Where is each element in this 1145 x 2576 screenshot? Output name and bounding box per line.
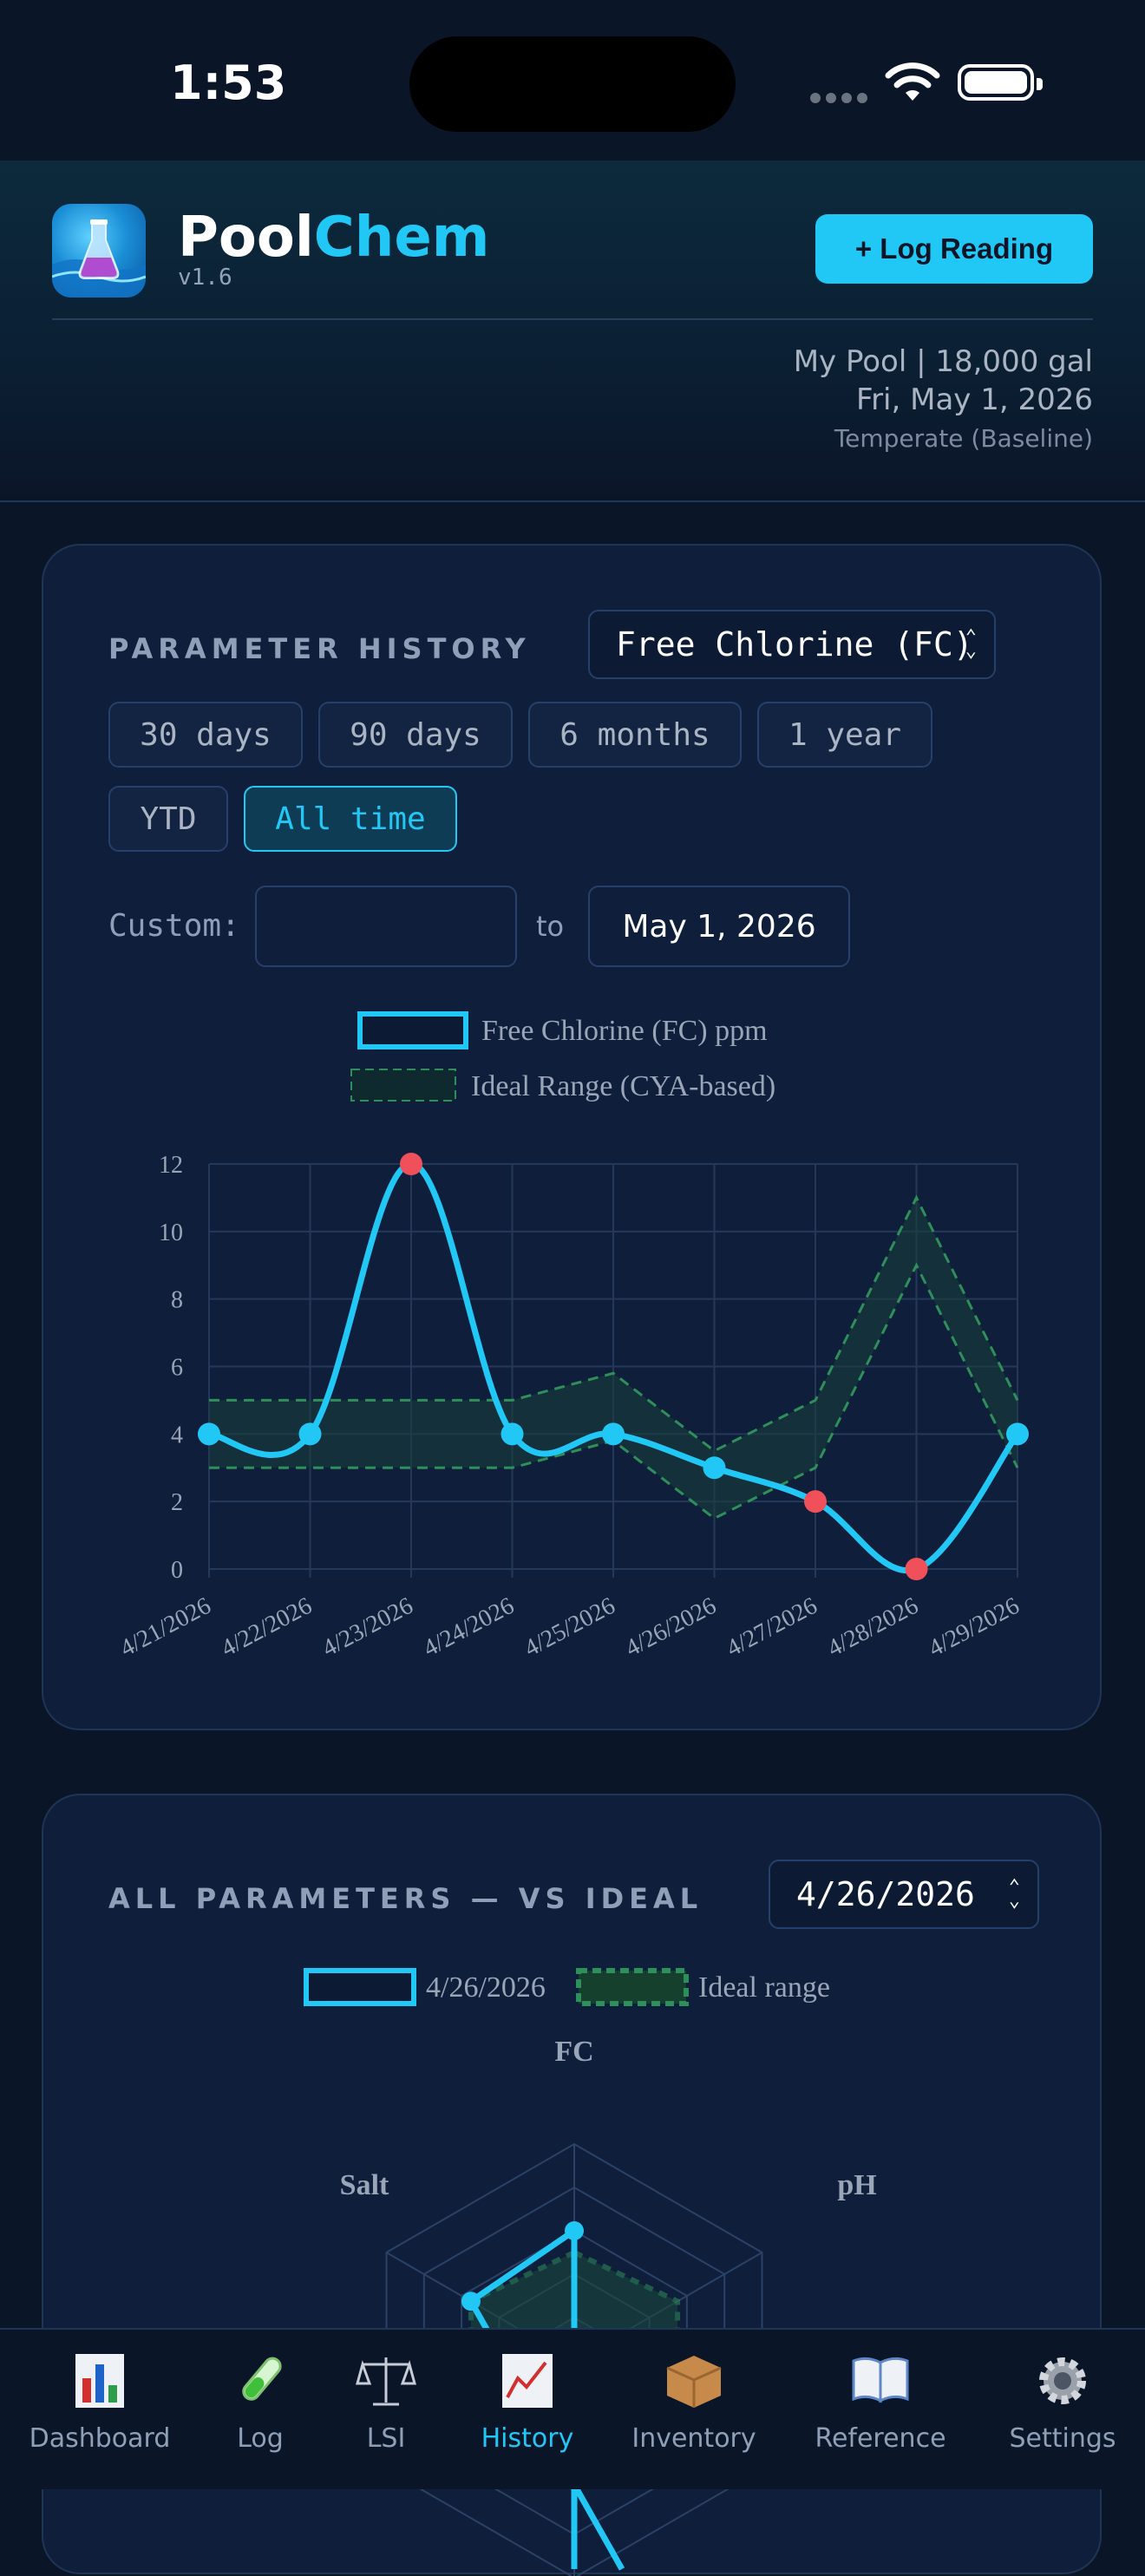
y-tick-label: 8 (171, 1287, 183, 1314)
x-tick-label: 4/21/2026 (115, 1592, 215, 1663)
app-logo-icon (52, 204, 146, 297)
chevron-updown-icon: ⌃ ⌄ (1008, 1876, 1020, 1912)
y-tick-label: 4 (171, 1422, 183, 1448)
fc-data-point (602, 1422, 625, 1446)
parameter-history-card: PARAMETER HISTORY Free Chlorine (FC) ⌃ ⌄ … (42, 544, 1102, 1730)
current-date: Fri, May 1, 2026 (856, 382, 1093, 417)
range-all-time[interactable]: All time (244, 786, 457, 852)
cellular-signal-icon (810, 90, 873, 107)
custom-range-label: Custom: (108, 908, 240, 944)
x-tick-label: 4/25/2026 (520, 1592, 619, 1663)
x-tick-label: 4/27/2026 (722, 1592, 821, 1663)
climate-profile: Temperate (Baseline) (834, 424, 1093, 453)
tab-log[interactable]: Log (208, 2330, 312, 2489)
fc-data-point (400, 1153, 422, 1175)
tab-history[interactable]: History (467, 2330, 588, 2489)
radar-axis-label: Salt (340, 2169, 389, 2201)
ideal-range-high-line (209, 1194, 1019, 1453)
radar-axis-label: FC (554, 2036, 593, 2068)
log-reading-button[interactable]: + Log Reading (815, 214, 1093, 284)
dynamic-island (409, 36, 736, 132)
test-tube-icon (208, 2352, 312, 2418)
fc-data-point (905, 1558, 928, 1580)
y-tick-label: 2 (171, 1489, 183, 1516)
line-chart-icon (467, 2352, 588, 2418)
legend-fc-swatch (357, 1011, 468, 1049)
fc-data-point (198, 1422, 220, 1446)
x-tick-label: 4/28/2026 (823, 1592, 923, 1663)
fc-data-point (1006, 1422, 1029, 1446)
custom-to-label: to (536, 910, 565, 943)
reading-date-select[interactable]: 4/26/2026 ⌃ ⌄ (769, 1860, 1039, 1929)
brand-name: PoolChem (178, 206, 490, 270)
all-parameters-title: ALL PARAMETERS — VS IDEAL (108, 1882, 703, 1915)
tab-reference[interactable]: Reference (807, 2330, 954, 2489)
tab-lsi[interactable]: LSI (338, 2330, 434, 2489)
range-1-year[interactable]: 1 year (757, 702, 932, 768)
y-tick-label: 12 (159, 1152, 183, 1179)
tab-settings[interactable]: Settings (998, 2330, 1128, 2489)
fc-data-point (703, 1456, 726, 1480)
fc-history-chart: Free Chlorine (FC) ppm Ideal Range (CYA-… (115, 1011, 1029, 1663)
radar-reading-point (565, 2221, 584, 2240)
legend-ideal-label: Ideal Range (CYA-based) (471, 1070, 775, 1102)
battery-icon (958, 64, 1043, 101)
book-icon (807, 2352, 954, 2418)
status-time: 1:53 (170, 56, 287, 110)
balance-scale-icon (338, 2352, 434, 2418)
chevron-updown-icon: ⌃ ⌄ (965, 626, 977, 662)
legend-fc-label: Free Chlorine (FC) ppm (481, 1015, 768, 1047)
fc-series-line (206, 1161, 1021, 1574)
x-tick-label: 4/22/2026 (217, 1592, 317, 1663)
legend-reading-swatch (304, 1968, 416, 2006)
status-bar: 1:53 (0, 0, 1145, 160)
y-tick-label: 10 (159, 1219, 183, 1246)
x-tick-label: 4/23/2026 (317, 1592, 417, 1663)
parameter-select[interactable]: Free Chlorine (FC) ⌃ ⌄ (588, 610, 996, 679)
x-tick-label: 4/29/2026 (924, 1592, 1024, 1663)
x-tick-label: 4/26/2026 (621, 1592, 721, 1663)
app-version: v1.6 (178, 265, 232, 291)
y-tick-label: 6 (171, 1355, 183, 1382)
custom-from-date-input[interactable] (255, 886, 517, 967)
ideal-range-band (209, 1197, 1017, 1519)
range-6-months[interactable]: 6 months (528, 702, 742, 768)
tab-dashboard[interactable]: Dashboard (17, 2330, 182, 2489)
wifi-icon (885, 62, 940, 101)
fc-data-point (298, 1422, 322, 1446)
bottom-tab-bar: Dashboard Log LSI History Inventory Refe… (0, 2328, 1145, 2489)
fc-data-point (804, 1490, 827, 1514)
app-header: PoolChem v1.6 + Log Reading My Pool | 18… (0, 160, 1145, 502)
range-90-days[interactable]: 90 days (318, 702, 513, 768)
range-30-days[interactable]: 30 days (108, 702, 303, 768)
pool-info: My Pool | 18,000 gal (793, 344, 1093, 379)
parameter-history-title: PARAMETER HISTORY (108, 632, 531, 665)
radar-axis-label: pH (837, 2169, 876, 2201)
legend-ideal-range-swatch (576, 1968, 689, 2006)
range-ytd[interactable]: YTD (108, 786, 228, 852)
legend-reading-label: 4/26/2026 (426, 1971, 546, 2004)
radar-reading-point (461, 2292, 481, 2311)
bar-chart-icon (17, 2352, 182, 2418)
x-tick-label: 4/24/2026 (419, 1592, 519, 1663)
gear-icon (998, 2352, 1128, 2418)
box-icon (625, 2352, 763, 2418)
tab-inventory[interactable]: Inventory (625, 2330, 763, 2489)
y-tick-label: 0 (171, 1557, 183, 1584)
header-divider (52, 318, 1093, 320)
fc-data-point (501, 1422, 524, 1446)
legend-ideal-swatch (350, 1069, 456, 1102)
custom-to-date-input[interactable]: May 1, 2026 (588, 886, 850, 967)
legend-ideal-range-label: Ideal range (698, 1971, 830, 2004)
